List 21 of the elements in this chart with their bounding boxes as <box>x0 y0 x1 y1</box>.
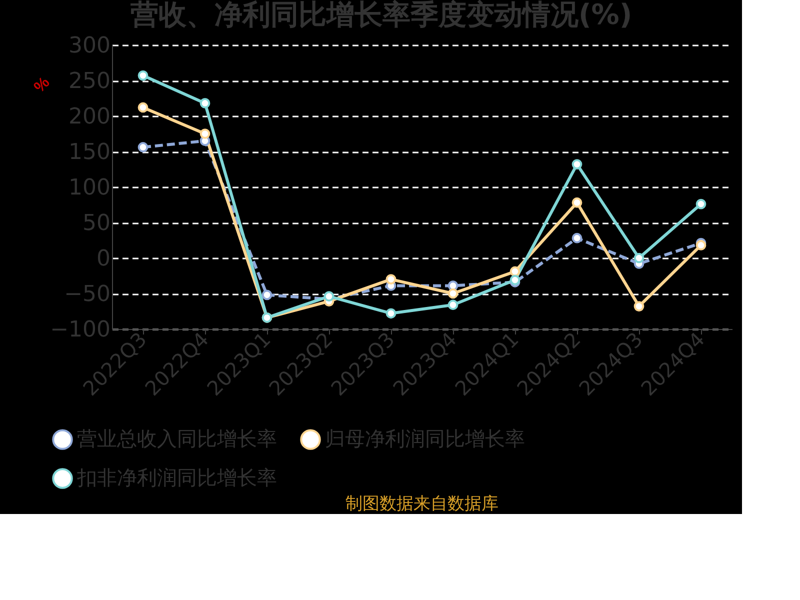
point <box>448 288 458 299</box>
point <box>572 197 582 208</box>
point <box>448 300 458 310</box>
point <box>138 70 148 81</box>
y-axis-title: % <box>31 74 54 96</box>
point <box>572 159 582 170</box>
point <box>200 98 210 108</box>
point <box>510 266 520 277</box>
point <box>696 198 706 210</box>
point <box>696 240 706 250</box>
point <box>634 252 644 264</box>
point <box>572 232 582 244</box>
point <box>386 308 396 319</box>
point <box>200 128 210 139</box>
point <box>634 301 644 312</box>
text: 制图数据来自数据库 <box>346 494 498 514</box>
point <box>138 102 148 113</box>
point <box>324 291 334 302</box>
point <box>386 274 396 284</box>
point <box>138 142 148 152</box>
point <box>262 290 272 300</box>
